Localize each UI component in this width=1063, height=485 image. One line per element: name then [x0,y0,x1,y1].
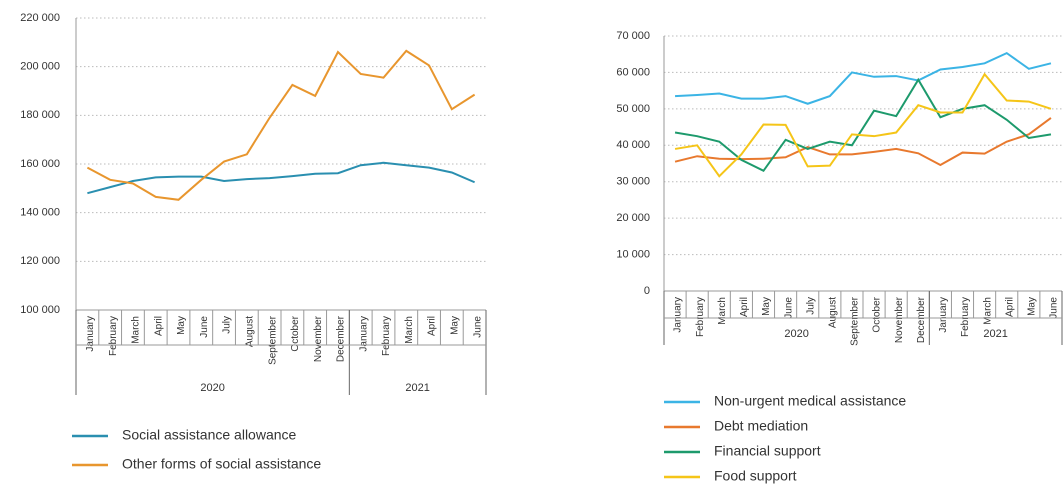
x-tick-label: April [153,316,164,336]
x-tick-label: January [938,297,949,333]
group-label: 2021 [983,328,1007,340]
x-tick-label: February [108,316,119,356]
series-line [674,77,1052,173]
x-tick-label: May [176,316,187,335]
x-tick-label: April [739,297,750,317]
legend-label: Other forms of social assistance [122,456,321,472]
x-tick-label: November [313,315,324,362]
y-tick-label: 0 [644,285,650,297]
legend-label: Food support [714,468,797,484]
x-tick-label: June [1049,297,1060,319]
series-line [86,49,476,201]
x-tick-label: July [805,297,816,315]
x-tick-label: November [894,296,905,343]
x-tick-label: December [336,315,347,362]
group-label: 2021 [405,382,429,394]
x-tick-label: July [222,316,233,334]
x-tick-label: September [267,315,278,365]
x-tick-label: December [916,296,927,343]
y-tick-label: 40 000 [616,139,650,151]
x-tick-label: March [404,316,415,344]
x-tick-label: January [673,297,684,333]
y-tick-label: 20 000 [616,212,650,224]
y-tick-label: 10 000 [616,248,650,260]
legend-label: Non-urgent medical assistance [714,393,906,409]
y-tick-label: 120 000 [20,255,60,267]
legend-label: Debt mediation [714,418,808,434]
group-label: 2020 [784,328,808,340]
x-tick-label: October [290,315,301,351]
x-tick-label: March [717,297,728,325]
x-tick-label: May [761,297,772,316]
series-line [87,161,476,195]
x-tick-label: January [85,316,96,352]
x-tick-label: May [1026,297,1037,316]
series-line [674,117,1052,167]
x-tick-label: January [358,316,369,352]
x-tick-label: May [449,316,460,335]
y-tick-label: 200 000 [20,61,60,73]
y-tick-label: 160 000 [20,158,60,170]
y-tick-label: 220 000 [20,12,60,24]
group-label: 2020 [200,382,224,394]
legend-label: Financial support [714,443,821,459]
x-tick-label: February [695,297,706,337]
x-tick-label: August [827,297,838,328]
x-tick-label: April [427,316,438,336]
series-line [674,72,1052,178]
x-tick-label: February [381,316,392,356]
y-tick-label: 180 000 [20,109,60,121]
y-tick-label: 100 000 [20,304,60,316]
y-tick-label: 140 000 [20,207,60,219]
x-tick-label: March [982,297,993,325]
legend-label: Social assistance allowance [122,427,297,443]
x-tick-label: April [1004,297,1015,317]
x-tick-label: October [872,296,883,332]
y-tick-label: 60 000 [616,66,650,78]
y-tick-label: 50 000 [616,103,650,115]
x-tick-label: August [244,316,255,347]
y-tick-label: 70 000 [616,30,650,42]
x-tick-label: June [472,316,483,338]
x-tick-label: June [199,316,210,338]
y-tick-label: 30 000 [616,176,650,188]
series-line [675,51,1052,105]
x-tick-label: March [131,316,142,344]
x-tick-label: June [783,297,794,319]
x-tick-label: February [960,297,971,337]
x-tick-label: September [850,296,861,346]
